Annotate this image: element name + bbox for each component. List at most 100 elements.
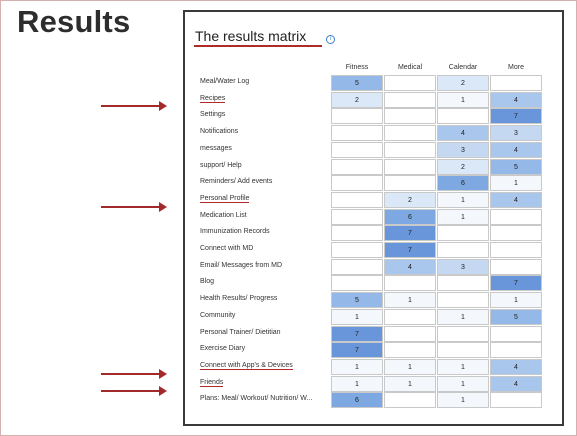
matrix-cell bbox=[384, 91, 436, 108]
row-label: Immunization Records bbox=[200, 228, 270, 236]
matrix-cell: 1 bbox=[490, 175, 542, 192]
matrix-cell bbox=[384, 141, 436, 158]
matrix-cell: 7 bbox=[384, 225, 436, 242]
info-icon[interactable]: i bbox=[326, 35, 335, 44]
matrix-cell bbox=[490, 342, 542, 359]
matrix-cell: 5 bbox=[331, 75, 383, 91]
matrix-cell bbox=[437, 242, 489, 258]
matrix-cell bbox=[331, 191, 383, 208]
matrix-cell: 1 bbox=[384, 292, 436, 309]
matrix-cell: 4 bbox=[437, 125, 489, 142]
matrix-cell: 4 bbox=[490, 191, 542, 208]
matrix-cell: 7 bbox=[490, 275, 542, 292]
row-label: support/ Help bbox=[200, 161, 242, 169]
matrix-cell bbox=[490, 225, 542, 242]
matrix-cell: 6 bbox=[384, 208, 436, 225]
row-label: Notifications bbox=[200, 128, 239, 136]
matrix-cell: 1 bbox=[437, 208, 489, 225]
matrix-cell bbox=[437, 292, 489, 309]
matrix-cell bbox=[384, 392, 436, 409]
matrix-cell bbox=[384, 75, 436, 91]
matrix-cell bbox=[331, 108, 383, 125]
arrow-friends-icon bbox=[101, 386, 167, 396]
matrix-cell: 3 bbox=[437, 141, 489, 158]
row-label: Community bbox=[200, 311, 236, 319]
matrix-cell: 1 bbox=[331, 375, 383, 392]
matrix-cell: 1 bbox=[437, 375, 489, 392]
matrix-cell: 1 bbox=[437, 358, 489, 375]
matrix-cell: 4 bbox=[384, 258, 436, 275]
matrix-cell: 7 bbox=[331, 342, 383, 359]
matrix-cell bbox=[490, 208, 542, 225]
slide-title: Results bbox=[17, 4, 131, 39]
row-label: Friends bbox=[200, 378, 224, 387]
matrix-cell bbox=[331, 125, 383, 142]
matrix-cell: 2 bbox=[384, 191, 436, 208]
row-label: Personal Trainer/ Dietitian bbox=[200, 328, 281, 336]
matrix-cell bbox=[331, 275, 383, 292]
row-label: Exercise Diary bbox=[200, 345, 246, 353]
matrix-cell bbox=[331, 158, 383, 175]
matrix-cell bbox=[384, 325, 436, 342]
matrix-cell: 2 bbox=[437, 75, 489, 91]
column-header: Fitness bbox=[345, 64, 369, 71]
matrix-cell: 1 bbox=[437, 392, 489, 409]
arrow-recipes-icon bbox=[101, 101, 167, 111]
row-label: Recipes bbox=[200, 94, 226, 103]
matrix-cell bbox=[384, 275, 436, 292]
row-label: Health Results/ Progress bbox=[200, 295, 278, 303]
matrix-cell: 4 bbox=[490, 358, 542, 375]
matrix-cell bbox=[437, 325, 489, 342]
matrix-cell bbox=[490, 242, 542, 258]
matrix-cell: 5 bbox=[490, 158, 542, 175]
matrix-cell: 1 bbox=[331, 308, 383, 325]
matrix-cell: 7 bbox=[384, 242, 436, 258]
matrix-cell: 1 bbox=[437, 191, 489, 208]
matrix-cell bbox=[437, 342, 489, 359]
matrix-cell bbox=[384, 125, 436, 142]
matrix-cell: 3 bbox=[437, 258, 489, 275]
column-header: Calendar bbox=[448, 64, 478, 71]
matrix-cell: 7 bbox=[490, 108, 542, 125]
matrix-cell bbox=[384, 158, 436, 175]
matrix-cell: 2 bbox=[331, 91, 383, 108]
row-label: Email/ Messages from MD bbox=[200, 261, 283, 269]
matrix-cell: 1 bbox=[490, 292, 542, 309]
matrix-cell: 1 bbox=[331, 358, 383, 375]
matrix-cell: 7 bbox=[331, 325, 383, 342]
matrix-cell bbox=[437, 225, 489, 242]
matrix-cell: 4 bbox=[490, 141, 542, 158]
matrix-cell: 5 bbox=[490, 308, 542, 325]
matrix-cell: 1 bbox=[437, 308, 489, 325]
matrix-cell bbox=[331, 225, 383, 242]
matrix-cell bbox=[331, 141, 383, 158]
row-label: Plans: Meal/ Workout/ Nutrition/ W... bbox=[200, 395, 313, 403]
matrix-cell: 4 bbox=[490, 375, 542, 392]
matrix-cell bbox=[331, 258, 383, 275]
matrix-cell bbox=[384, 308, 436, 325]
matrix-cell bbox=[490, 325, 542, 342]
matrix-cell: 6 bbox=[437, 175, 489, 192]
row-label: messages bbox=[200, 144, 232, 152]
row-label: Connect with MD bbox=[200, 245, 254, 252]
row-label: Personal Profile bbox=[200, 194, 250, 203]
matrix-cell: 2 bbox=[437, 158, 489, 175]
matrix-title-underline bbox=[194, 45, 322, 47]
matrix-cell bbox=[437, 108, 489, 125]
row-label: Medication List bbox=[200, 211, 247, 219]
matrix-cell: 3 bbox=[490, 125, 542, 142]
matrix-cell bbox=[490, 392, 542, 409]
matrix-cell: 4 bbox=[490, 91, 542, 108]
matrix-cell bbox=[490, 258, 542, 275]
matrix-cell: 1 bbox=[437, 91, 489, 108]
matrix-cell: 1 bbox=[384, 358, 436, 375]
matrix-cell: 5 bbox=[331, 292, 383, 309]
arrow-personal-profile-icon bbox=[101, 202, 167, 212]
column-header: Medical bbox=[397, 64, 423, 71]
row-label: Blog bbox=[200, 278, 215, 286]
row-label: Settings bbox=[200, 111, 226, 119]
matrix-cell bbox=[384, 342, 436, 359]
row-label: Meal/Water Log bbox=[200, 78, 250, 85]
matrix-cell bbox=[384, 175, 436, 192]
matrix-cell bbox=[331, 208, 383, 225]
